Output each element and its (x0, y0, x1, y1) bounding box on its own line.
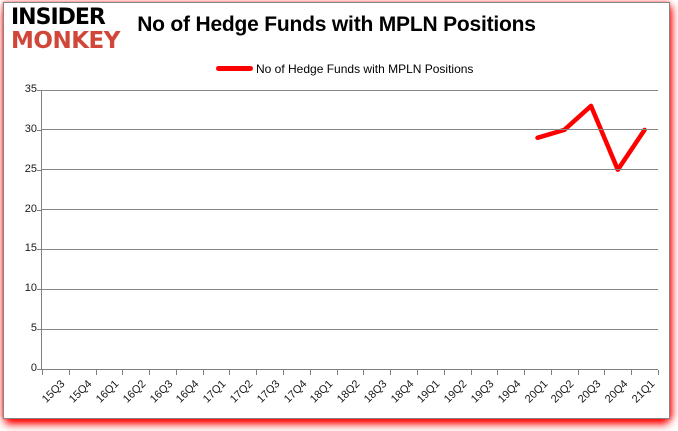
logo-monkey-text: MONKEY (11, 28, 120, 54)
gridline (42, 288, 658, 290)
x-axis-label-text: 20Q3 (575, 378, 604, 406)
x-axis-tick (604, 370, 606, 375)
y-axis-tick (37, 209, 42, 211)
y-axis-tick (37, 129, 42, 131)
x-axis-tick (309, 370, 311, 375)
x-axis-tick (95, 370, 97, 375)
x-axis-tick (149, 370, 151, 375)
x-axis-tick (202, 370, 204, 375)
x-axis-label-text: 19Q4 (495, 378, 524, 406)
x-axis-label-text: 19Q3 (468, 378, 497, 406)
x-axis-tick (122, 370, 124, 375)
gridline (42, 328, 658, 330)
chart-title: No of Hedge Funds with MPLN Positions (137, 13, 536, 36)
x-axis-tick (175, 370, 177, 375)
y-axis-tick (37, 369, 42, 370)
legend-label: No of Hedge Funds with MPLN Positions (256, 61, 474, 76)
series-line-layer (535, 103, 647, 172)
logo-insider-text: INSIDER (11, 5, 106, 30)
x-axis-tick (524, 370, 526, 375)
x-axis-label-text: 18Q4 (388, 378, 417, 406)
y-axis-label: 25 (24, 162, 37, 175)
gridline (42, 89, 658, 91)
x-axis-label-text: 18Q2 (334, 378, 363, 406)
gridline (42, 248, 658, 250)
legend: No of Hedge Funds with MPLN Positions (216, 61, 473, 76)
x-axis-label-text: 17Q2 (227, 378, 256, 406)
x-axis-tick (363, 370, 365, 375)
x-axis-label-text: 20Q4 (602, 378, 631, 406)
x-axis-label-text: 15Q4 (67, 378, 95, 406)
y-axis-label: 35 (24, 83, 37, 95)
x-axis-label-text: 17Q1 (201, 378, 229, 406)
x-axis-label-text: 20Q2 (549, 378, 577, 406)
legend-line-swatch (216, 66, 253, 71)
y-axis-label: 30 (24, 122, 37, 135)
x-axis-tick (631, 370, 633, 375)
x-axis-tick (68, 370, 70, 375)
y-axis-label: 10 (24, 282, 37, 295)
x-axis-tick (416, 370, 418, 375)
y-axis-label: 5 (30, 322, 37, 335)
plot-area (41, 89, 658, 370)
x-axis-tick (336, 370, 338, 375)
y-axis-tick (37, 90, 42, 91)
x-axis-tick (283, 370, 285, 375)
x-axis-tick (577, 370, 579, 375)
y-axis-tick (37, 249, 42, 251)
y-axis-label: 20 (24, 202, 37, 215)
x-axis-label-text: 20Q1 (522, 378, 550, 406)
insider-monkey-logo: INSIDER MONKEY (11, 7, 120, 53)
y-axis-tick (37, 289, 42, 291)
y-axis-label: 0 (30, 362, 37, 374)
x-axis-label-text: 16Q2 (120, 378, 149, 406)
x-axis-tick (497, 370, 499, 375)
x-axis-label-text: 17Q4 (281, 378, 309, 406)
x-axis-tick (42, 370, 43, 375)
gridline (42, 129, 658, 131)
x-axis-label-text: 18Q1 (308, 378, 336, 406)
x-axis-tick (658, 370, 659, 375)
x-axis-tick (229, 370, 231, 375)
gridline (42, 209, 658, 211)
x-axis-tick (390, 370, 392, 375)
gridline (42, 169, 658, 171)
x-axis-label-text: 16Q3 (147, 378, 176, 406)
chart-frame: INSIDER MONKEY No of Hedge Funds with MP… (3, 2, 670, 419)
x-axis-label-text: 19Q1 (415, 378, 443, 406)
x-axis-label-text: 15Q3 (40, 378, 68, 406)
x-axis-label-text: 16Q4 (174, 378, 202, 406)
x-axis-tick (470, 370, 472, 375)
x-axis-label-text: 17Q3 (254, 378, 283, 406)
x-axis-tick (443, 370, 445, 375)
x-axis-label-text: 16Q1 (93, 378, 122, 406)
y-axis-tick (37, 169, 42, 171)
x-axis-label-text: 18Q3 (361, 378, 390, 406)
y-axis-label: 15 (24, 242, 37, 255)
x-axis-tick (550, 370, 552, 375)
x-axis-label-text: 21Q1 (629, 378, 658, 406)
y-axis-tick (37, 329, 42, 331)
hedge-fund-series-line (535, 103, 647, 172)
x-axis-label-text: 19Q2 (442, 378, 470, 406)
x-axis-tick (256, 370, 258, 375)
